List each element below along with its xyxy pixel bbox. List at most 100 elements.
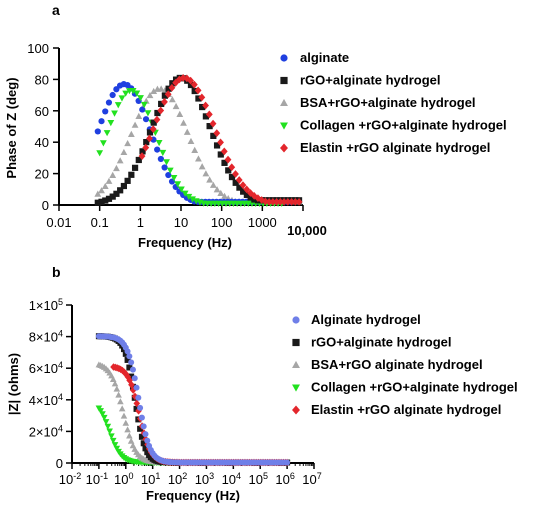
- panel-b-legend-label: rGO+alginate hydrogel: [311, 335, 452, 350]
- panel-a-point: [142, 143, 150, 152]
- panel-a-point: [154, 146, 161, 153]
- panel-b-series-2: [95, 333, 291, 466]
- panel-b-point: [129, 366, 136, 373]
- panel-b-point: [113, 445, 121, 452]
- panel-a-point: [94, 190, 102, 197]
- panel-b-point: [137, 404, 144, 411]
- panel-a-legend: alginate rGO+alginate hydrogel BSA+rGO+alg…: [280, 50, 507, 155]
- panel-a-point: [220, 147, 228, 156]
- panel-a-point: [205, 110, 213, 119]
- panel-b-point: [142, 445, 149, 452]
- panel-b-point: [120, 412, 128, 419]
- panel-a-point: [210, 132, 217, 140]
- panel-a-point: [124, 139, 132, 147]
- panel-a-point: [269, 197, 277, 206]
- panel-a-point: [202, 170, 210, 177]
- panel-a-point: [159, 149, 167, 157]
- panel-a-point: [213, 142, 221, 149]
- panel-b-legend-label: Elastin +rGO alginate hydrogel: [311, 402, 501, 417]
- panel-a-point: [168, 96, 176, 103]
- panel-a-point: [105, 195, 113, 202]
- panel-a-point: [143, 139, 150, 146]
- panel-b-point: [124, 373, 132, 381]
- panel-b-x-tick-label: 107: [302, 471, 321, 487]
- panel-a-point: [232, 170, 239, 178]
- panel-a-legend-label: alginate: [300, 50, 349, 65]
- panel-b-point: [126, 364, 133, 371]
- panel-a-point: [209, 181, 217, 188]
- panel-a-y-tick-label: 80: [35, 72, 49, 87]
- panel-a-y-tick-label: 60: [35, 104, 49, 119]
- panel-a-point: [157, 106, 165, 115]
- panel-a-point: [154, 109, 161, 117]
- panel-a-point: [176, 110, 184, 118]
- panel-a-point: [146, 129, 154, 136]
- panel-b-point: [113, 385, 121, 392]
- panel-b-point: [115, 391, 122, 398]
- panel-b-point: [128, 373, 135, 380]
- panel-a-point: [243, 191, 250, 198]
- panel-a-y-tick-label: 100: [27, 41, 49, 56]
- panel-a-point: [131, 121, 139, 128]
- panel-b-data: [95, 333, 291, 467]
- panel-a-x-tick-label: 0.01: [46, 215, 71, 230]
- panel-a-point: [120, 182, 127, 190]
- panel-b: b 0 2×104 4×104 6×104 8×104 1×105 10-2 10-1 100…: [6, 264, 518, 503]
- panel-a-point: [103, 130, 111, 137]
- panel-a-series-4: [96, 88, 286, 207]
- panel-a: a 0 20 40 60 80 100 0.01 0.1 1 10 100 1000 10,000 P…: [4, 2, 507, 250]
- panel-a-point: [217, 189, 225, 196]
- panel-a-point: [139, 148, 146, 155]
- panel-b-y-tick-label: 4×104: [29, 392, 63, 408]
- panel-b-y-ticks: 0 2×104 4×104 6×104 8×104 1×105: [29, 297, 72, 471]
- panel-a-point: [161, 98, 168, 106]
- panel-a-data: [94, 74, 303, 207]
- panel-a-point: [122, 90, 130, 97]
- panel-a-point: [228, 163, 236, 172]
- panel-a-point: [206, 176, 214, 183]
- panel-a-point: [98, 118, 105, 125]
- panel-b-point: [126, 353, 133, 360]
- panel-b-point: [106, 428, 113, 435]
- panel-a-point: [202, 113, 209, 120]
- panel-a-point: [213, 129, 221, 137]
- panel-a-point: [247, 194, 254, 201]
- panel-a-point: [232, 179, 239, 186]
- panel-a-point: [194, 86, 202, 95]
- panel-a-point: [189, 196, 196, 203]
- panel-a-point: [202, 101, 209, 110]
- panel-a-point: [102, 197, 109, 204]
- panel-a-point: [99, 140, 107, 147]
- panel-b-point: [135, 394, 142, 401]
- panel-a-y-ticks: 0 20 40 60 80 100: [27, 41, 59, 213]
- panel-a-point: [138, 152, 146, 161]
- panel-a-point: [161, 164, 168, 171]
- panel-b-x-tick-label: 10-2: [59, 471, 81, 487]
- panel-b-series-1: [95, 333, 291, 466]
- panel-b-point: [109, 437, 117, 444]
- panel-a-point: [107, 120, 115, 127]
- panel-a-point: [98, 198, 105, 205]
- panel-a-x-tick-label: 1000: [248, 215, 277, 230]
- panel-b-x-ticks: 10-2 10-1 100 101 102 103 104 105 106 107: [59, 463, 322, 487]
- panel-a-legend-marker: [280, 143, 288, 153]
- panel-a-y-tick-label: 20: [35, 167, 49, 182]
- panel-b-legend-label: Alginate hydrogel: [311, 312, 421, 327]
- panel-a-point: [124, 177, 131, 184]
- panel-b-point: [137, 425, 144, 432]
- panel-b-legend-marker: [292, 316, 300, 324]
- panel-a-point: [217, 151, 224, 158]
- panel-a-point: [195, 155, 202, 162]
- panel-a-point: [135, 112, 143, 119]
- panel-b-point: [140, 423, 147, 430]
- panel-a-point: [111, 110, 118, 117]
- panel-a-point: [236, 184, 243, 191]
- panel-a-point: [291, 197, 299, 206]
- panel-a-point: [158, 100, 165, 108]
- panel-a-point: [155, 139, 163, 147]
- panel-a-point: [165, 85, 172, 92]
- panel-a-point: [109, 91, 116, 99]
- panel-b-point: [127, 437, 135, 444]
- panel-a-point: [140, 101, 148, 109]
